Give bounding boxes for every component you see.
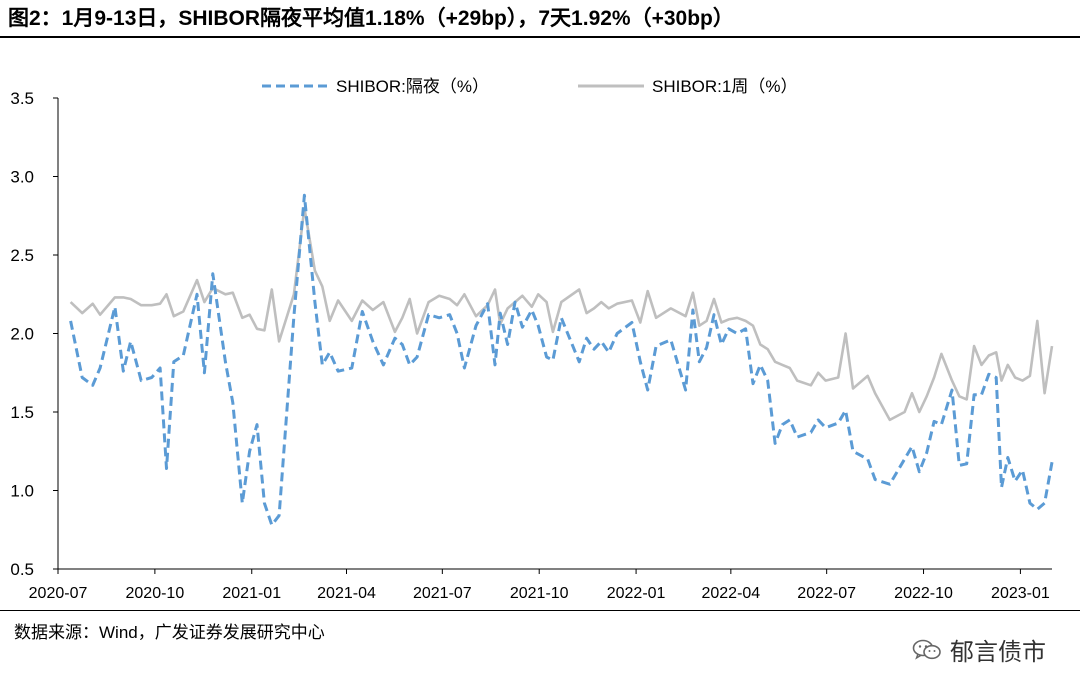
chart-axes <box>57 98 1052 570</box>
watermark: 郁言债市 <box>912 632 1046 667</box>
y-tick-label: 3.5 <box>10 89 34 108</box>
y-tick-label: 0.5 <box>10 560 34 579</box>
wechat-icon <box>912 639 941 660</box>
chart-legend: SHIBOR:隔夜（%） SHIBOR:1周（%） <box>262 77 797 96</box>
x-tick-label: 2020-07 <box>29 585 88 602</box>
y-tick-label: 2.5 <box>10 246 34 265</box>
series-line-overnight <box>69 193 1054 527</box>
legend-label: SHIBOR:隔夜（%） <box>336 77 489 96</box>
x-tick-label: 2023-01 <box>991 585 1050 602</box>
y-tick-label: 1.0 <box>10 482 34 501</box>
x-tick-label: 2022-10 <box>894 585 953 602</box>
y-tick-label: 1.5 <box>10 403 34 422</box>
x-tick-label: 2021-07 <box>413 585 472 602</box>
watermark-text: 郁言债市 <box>950 639 1046 666</box>
x-tick-label: 2021-10 <box>510 585 569 602</box>
figure-title: 图2：1月9-13日，SHIBOR隔夜平均值1.18%（+29bp），7天1.9… <box>8 7 734 30</box>
x-tick-label: 2022-01 <box>607 585 666 602</box>
x-tick-label: 2021-04 <box>317 585 376 602</box>
source-note: 数据来源：Wind，广发证券发展研究中心 <box>14 623 325 642</box>
y-tick-label: 2.0 <box>10 325 34 344</box>
x-tick-label: 2022-04 <box>701 585 760 602</box>
y-axis-ticks: 3.5 3.0 2.5 2.0 1.5 1.0 0.5 <box>10 89 58 579</box>
x-axis-ticks: 2020-07 2020-10 2021-01 2021-04 2021-07 2021-… <box>29 569 1050 602</box>
source-rule <box>0 610 1080 611</box>
series-line-1week <box>69 206 1054 422</box>
legend-label: SHIBOR:1周（%） <box>652 77 797 96</box>
x-tick-label: 2020-10 <box>126 585 185 602</box>
line-chart: 3.5 3.0 2.5 2.0 1.5 1.0 0.5 2020-07 2020-10 2021… <box>10 77 1054 602</box>
x-tick-label: 2022-07 <box>797 585 856 602</box>
x-tick-label: 2021-01 <box>222 585 281 602</box>
title-underline <box>0 36 1080 38</box>
series-layer <box>69 193 1054 527</box>
y-tick-label: 3.0 <box>10 168 34 187</box>
